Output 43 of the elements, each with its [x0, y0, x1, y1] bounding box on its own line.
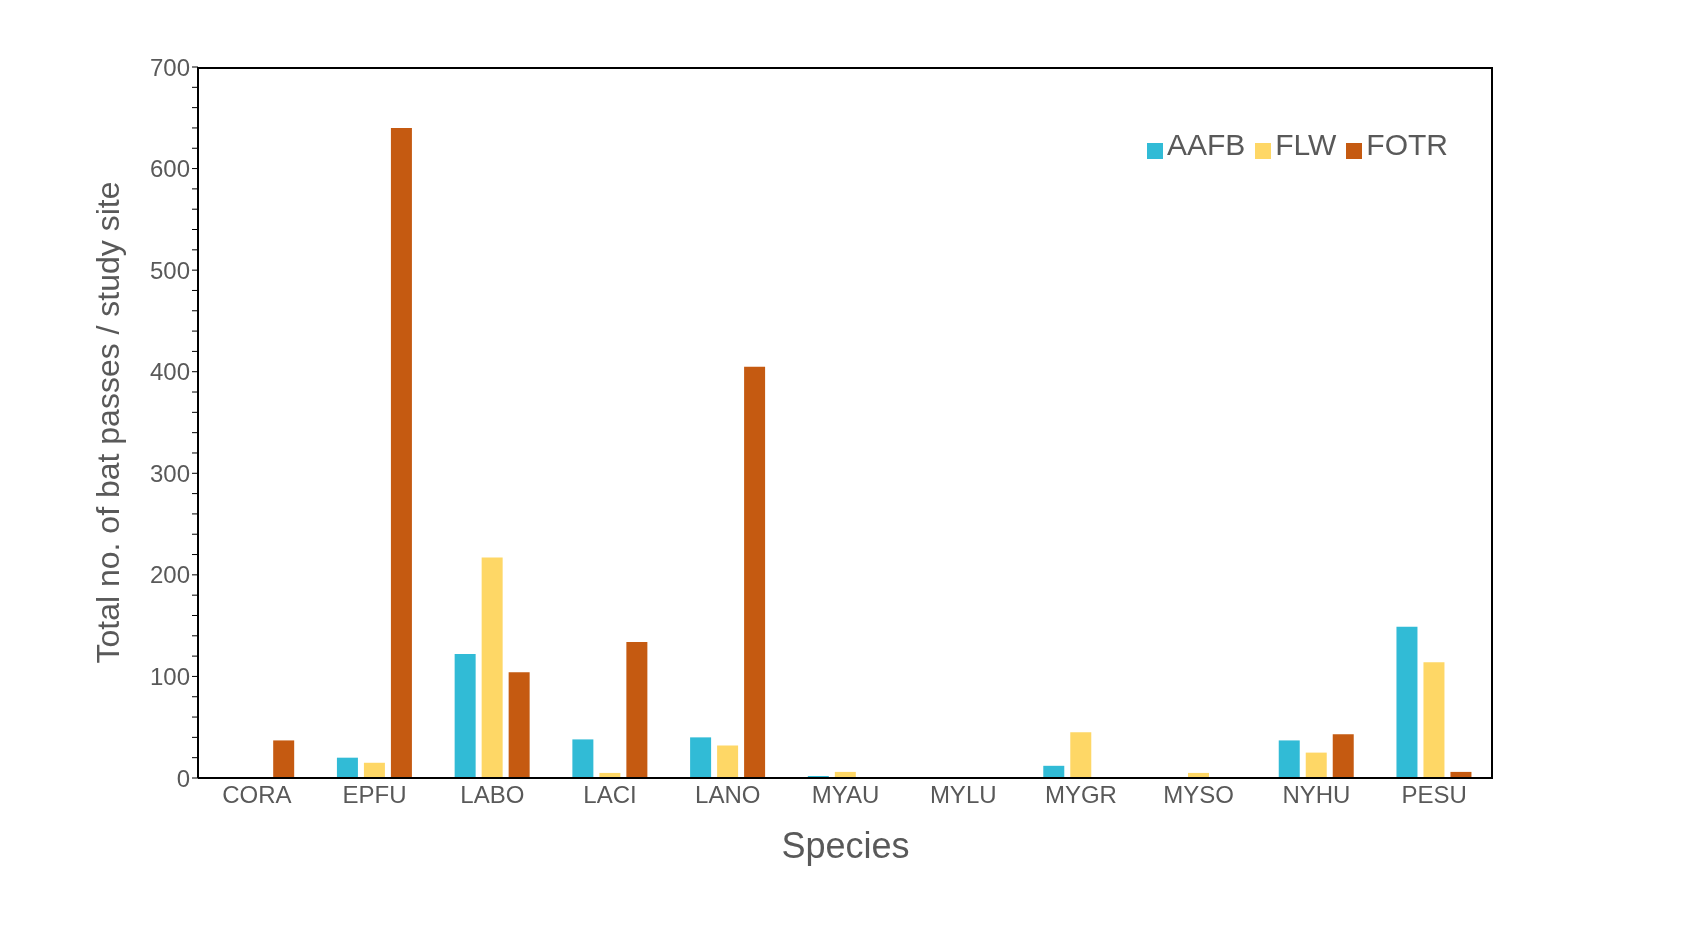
y-tick-label: 0: [176, 764, 190, 792]
x-axis-title: Species: [781, 825, 910, 866]
legend-label: AAFB: [1166, 128, 1246, 161]
y-tick-label: 100: [149, 662, 190, 690]
bar: [1423, 662, 1445, 778]
y-tick-label: 600: [149, 155, 190, 183]
bar: [572, 739, 594, 778]
bar: [744, 366, 766, 778]
bar: [1070, 732, 1092, 778]
x-tick-label: EPFU: [342, 781, 407, 809]
bar: [390, 127, 412, 778]
x-tick-label: MYSO: [1163, 781, 1235, 809]
x-tick-label: NYHU: [1282, 781, 1351, 809]
bar: [363, 762, 385, 778]
x-tick-label: CORA: [222, 781, 292, 809]
y-tick-label: 300: [149, 459, 190, 487]
bar: [508, 672, 530, 778]
bar: [481, 557, 503, 778]
x-tick-label: MYAU: [811, 781, 880, 809]
y-tick-label: 500: [149, 256, 190, 284]
y-axis-title: Total no. of bat passes / study site: [90, 181, 127, 664]
x-tick-label: LANO: [695, 781, 761, 809]
y-tick-label: 200: [149, 561, 190, 589]
y-tick-label: 700: [149, 53, 190, 81]
bar: [1043, 765, 1065, 778]
bar: [1332, 734, 1354, 778]
x-tick-label: LACI: [583, 781, 637, 809]
bar: [717, 745, 739, 778]
legend-label: FLW: [1275, 128, 1337, 161]
x-tick-label: PESU: [1401, 781, 1467, 809]
bar: [626, 641, 648, 778]
y-tick-label: 400: [149, 358, 190, 386]
bar: [1396, 626, 1418, 778]
bar: [1305, 752, 1327, 778]
bar: [690, 737, 712, 778]
bar: [273, 740, 295, 778]
bar: [336, 757, 358, 778]
x-tick-label: LABO: [460, 781, 525, 809]
legend-label: FOTR: [1366, 128, 1448, 161]
bar: [1278, 740, 1300, 778]
x-tick-label: MYLU: [929, 781, 997, 809]
bar: [454, 654, 476, 778]
x-tick-label: MYGR: [1044, 781, 1117, 809]
